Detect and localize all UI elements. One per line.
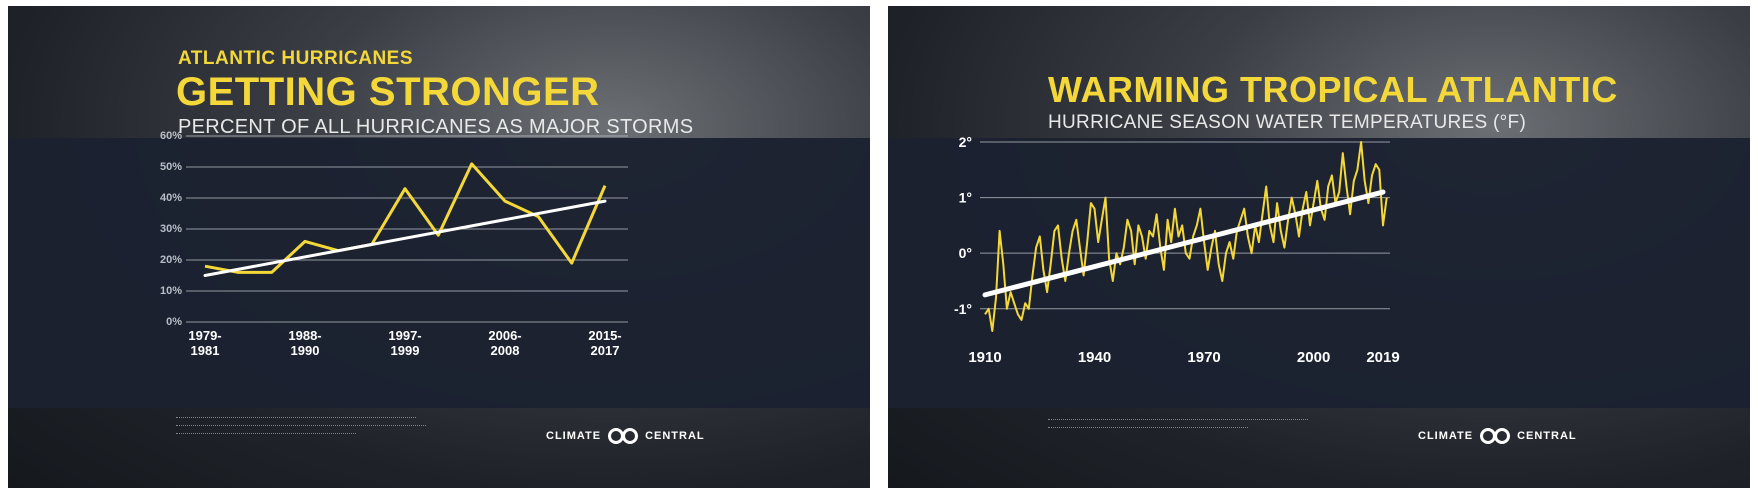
chart-kicker: ATLANTIC HURRICANES — [178, 48, 414, 69]
x-tick-label: 1979-1981 — [188, 328, 221, 358]
chart-subtitle: PERCENT OF ALL HURRICANES AS MAJOR STORM… — [178, 116, 694, 138]
x-tick-label: 1988-1990 — [288, 328, 321, 358]
climate-central-logo: CLIMATE CENTRAL — [546, 428, 705, 444]
chart-title: WARMING TROPICAL ATLANTIC — [1048, 69, 1618, 110]
y-tick-label: 30% — [160, 223, 182, 235]
logo-text-left: CLIMATE — [1418, 430, 1474, 442]
data-line — [204, 162, 607, 274]
y-tick-label: 0% — [166, 316, 182, 328]
x-tick-label: 2015-2017 — [588, 328, 621, 358]
logo-mark-icon — [1479, 428, 1511, 444]
x-tick-label: 2000 — [1297, 349, 1330, 366]
x-tick-label: 1970 — [1187, 349, 1220, 366]
logo-text-left: CLIMATE — [546, 430, 602, 442]
y-tick-label: 1° — [959, 190, 972, 206]
y-tick-label: 0° — [959, 245, 972, 261]
x-tick-label: 1940 — [1078, 349, 1111, 366]
x-tick-label: 2006-2008 — [488, 328, 521, 358]
source-note — [1048, 416, 1328, 428]
y-tick-label: -1° — [954, 301, 972, 317]
chart-panel-hurricanes: ATLANTIC HURRICANES GETTING STRONGER PER… — [8, 6, 870, 488]
x-tick-label: 2019 — [1366, 349, 1399, 366]
hurricanes-chart: 0% 10% 20% 30% 40% 50% 60% 1979-1981 1988-1990 19… — [160, 130, 628, 358]
y-tick-label: 40% — [160, 192, 182, 204]
x-tick-label: 1997-1999 — [388, 328, 421, 358]
climate-central-logo: CLIMATE CENTRAL — [1418, 428, 1577, 444]
x-tick-label: 1910 — [968, 349, 1001, 366]
chart-panel-temperatures: WARMING TROPICAL ATLANTIC HURRICANE SEAS… — [888, 6, 1750, 488]
y-tick-label: 50% — [160, 161, 182, 173]
logo-text-right: CENTRAL — [645, 430, 705, 442]
y-tick-label: 2° — [959, 134, 972, 150]
trend-line — [203, 199, 607, 277]
y-tick-label: 10% — [160, 285, 182, 297]
temperatures-chart: -1° 0° 1° 2° 1910 1940 1970 2000 2019 — [954, 134, 1400, 366]
y-tick-label: 20% — [160, 254, 182, 266]
chart-title: GETTING STRONGER — [176, 70, 600, 114]
source-note — [176, 414, 456, 434]
chart-band — [8, 138, 870, 408]
trend-line — [982, 189, 1386, 298]
chart-subtitle: HURRICANE SEASON WATER TEMPERATURES (°F) — [1048, 112, 1527, 133]
logo-mark-icon — [607, 428, 639, 444]
chart-band — [888, 138, 1750, 408]
y-tick-label: 60% — [160, 130, 182, 142]
logo-text-right: CENTRAL — [1517, 430, 1577, 442]
data-line — [984, 141, 1388, 332]
